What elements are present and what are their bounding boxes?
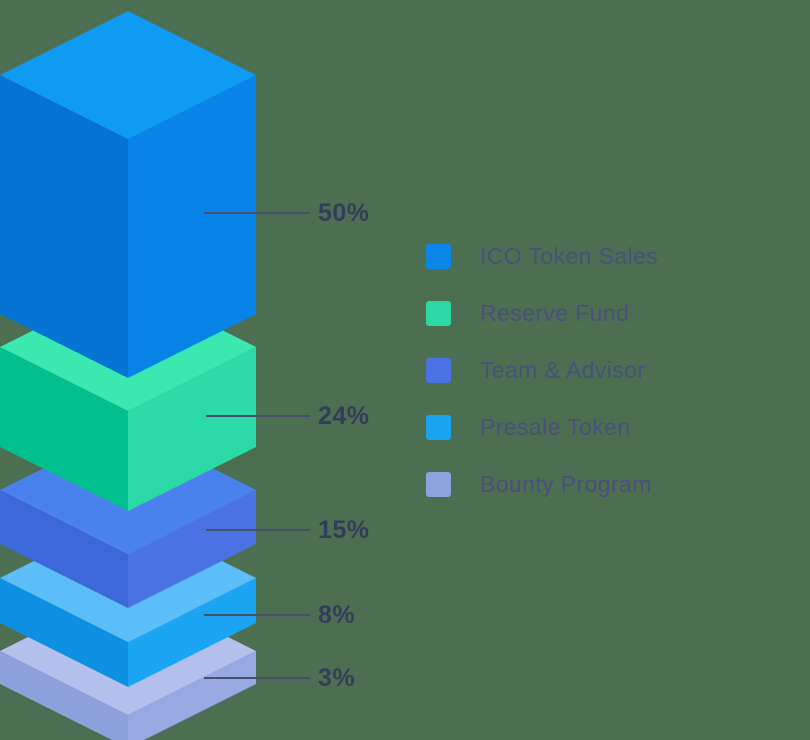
legend: ICO Token Sales Reserve Fund Team & Advi… <box>426 243 659 529</box>
legend-label-team-advisor: Team & Advisor <box>480 357 646 383</box>
legend-label-ico-token-sales: ICO Token Sales <box>480 243 659 269</box>
legend-item-bounty-program: Bounty Program <box>426 471 658 497</box>
block-ico-right-face <box>128 75 256 378</box>
block-presale-left-face <box>0 578 128 687</box>
legend-swatch-team-icon <box>426 358 451 383</box>
block-ico-token-sales <box>0 11 256 378</box>
legend-swatch-reserve-icon <box>426 301 451 326</box>
legend-label-reserve-fund: Reserve Fund <box>480 300 630 326</box>
block-reserve-left-face <box>0 347 128 511</box>
percent-label-ico: 50% <box>318 199 370 227</box>
legend-swatch-presale-icon <box>426 415 451 440</box>
block-team-right-face <box>128 490 256 608</box>
legend-label-bounty-program: Bounty Program <box>480 471 652 497</box>
callout-lines <box>204 212 310 679</box>
legend-label-presale-token: Presale Token <box>480 414 631 440</box>
legend-swatch-ico-icon <box>426 244 451 269</box>
block-presale-right-face <box>128 578 256 687</box>
legend-item-presale-token: Presale Token <box>426 414 658 440</box>
block-ico-top-face <box>0 11 256 139</box>
percent-label-team: 15% <box>318 516 370 544</box>
block-reserve-right-face <box>128 347 256 511</box>
legend-item-ico-token-sales: ICO Token Sales <box>426 243 659 269</box>
legend-item-team-advisor: Team & Advisor <box>426 357 658 383</box>
percent-label-presale: 8% <box>318 601 356 629</box>
block-bounty-right-face <box>128 651 256 740</box>
block-ico-left-face <box>0 75 128 378</box>
legend-item-reserve-fund: Reserve Fund <box>426 300 658 326</box>
percent-label-reserve: 24% <box>318 402 370 430</box>
percent-label-bounty: 3% <box>318 664 356 692</box>
block-team-left-face <box>0 490 128 608</box>
legend-swatch-bounty-icon <box>426 472 451 497</box>
block-bounty-left-face <box>0 651 128 740</box>
